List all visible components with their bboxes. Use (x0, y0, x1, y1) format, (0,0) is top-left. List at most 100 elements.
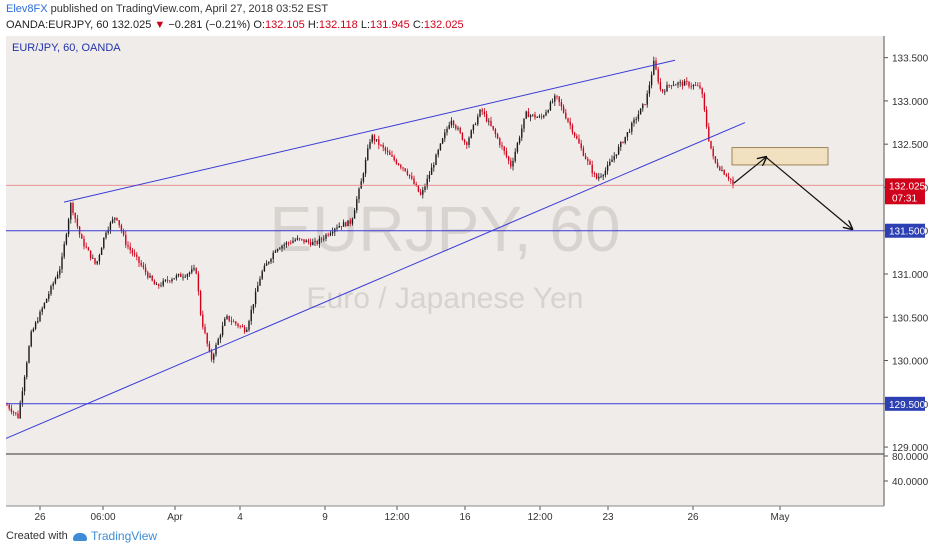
candle-body (688, 81, 690, 87)
price-axis[interactable]: 133.500133.000132.500132.000131.500131.0… (884, 54, 929, 488)
candle-body (730, 178, 732, 180)
symbol-label: OANDA:EURJPY, 60 (6, 19, 109, 31)
close-value: 132.025 (423, 19, 464, 31)
indicator-pane[interactable] (6, 454, 884, 506)
candle-body (92, 258, 94, 259)
candle-body (151, 275, 153, 281)
created-with-text: Created with (6, 530, 68, 542)
candle-body (171, 279, 173, 282)
candle-body (74, 212, 76, 219)
candle-body (232, 321, 235, 323)
candle-body (114, 217, 116, 220)
candle-body (580, 143, 582, 149)
tradingview-logo[interactable]: TradingView (73, 529, 157, 543)
candle-body (620, 142, 622, 147)
candle-body (28, 346, 30, 363)
low-label: L: (360, 19, 371, 31)
candle-body (554, 95, 556, 102)
author-link[interactable]: Elev8FX (6, 3, 48, 15)
candle-body (270, 258, 272, 262)
candle-body (347, 220, 349, 227)
candle-body (237, 323, 239, 327)
candle-body (173, 278, 175, 280)
candle-body (380, 144, 382, 146)
candle-body (452, 120, 455, 126)
candle-body (479, 109, 481, 117)
candle-body (534, 114, 536, 118)
candle-body (72, 203, 74, 213)
candle-body (210, 351, 213, 360)
candle-body (166, 279, 169, 281)
candle-body (382, 144, 384, 148)
candle-body (666, 84, 668, 92)
candle-body (336, 227, 338, 229)
candle-body (248, 321, 250, 330)
candle-body (67, 219, 70, 235)
candle-body (595, 173, 598, 179)
candle-body (483, 111, 486, 115)
candle-body (228, 315, 230, 321)
time-tick-label: 9 (322, 512, 328, 523)
candle-body (650, 74, 653, 86)
candle-body (37, 321, 39, 323)
candle-body (415, 183, 417, 186)
lower-trendline (5, 122, 746, 439)
candle-body (316, 241, 318, 245)
time-tick-label: 16 (459, 512, 471, 523)
high-label: H: (307, 19, 319, 31)
candle-body (182, 276, 184, 278)
candle-body (204, 326, 206, 334)
candle-body (477, 116, 479, 125)
open-label: O: (253, 19, 265, 31)
candle-body (450, 120, 453, 125)
close-label: C: (412, 19, 424, 31)
candle-body (657, 69, 659, 82)
candle-body (507, 156, 510, 161)
candle-body (547, 110, 549, 113)
candle-body (584, 155, 587, 160)
candle-body (692, 85, 695, 87)
candle-body (285, 242, 288, 245)
price-chart[interactable]: EURJPY, 60 Euro / Japanese Yen EUR/JPY, … (0, 36, 932, 524)
candle-body (609, 161, 611, 166)
open-value: 132.105 (265, 19, 305, 31)
time-tick-label: 12:00 (384, 512, 409, 523)
candle-body (98, 254, 101, 262)
candle-body (529, 115, 532, 118)
candle-body (712, 148, 714, 157)
candle-body (488, 120, 490, 122)
price-tick-label: 130.000 (892, 357, 929, 368)
candle-body (567, 118, 569, 122)
candle-body (703, 93, 706, 110)
candle-body (635, 119, 637, 120)
candle-body (202, 314, 204, 327)
candle-body (81, 234, 83, 239)
candle-body (562, 106, 565, 113)
candle-body (325, 234, 327, 239)
candle-body (395, 160, 398, 164)
time-axis[interactable]: 26 06:00 Apr 4 9 12:00 16 12:00 23 26 May (34, 506, 789, 523)
candle-body (296, 238, 299, 240)
candle-body (246, 329, 248, 332)
candle-body (327, 234, 329, 236)
candle-body (21, 391, 24, 403)
candle-body (675, 84, 677, 86)
chart-header: Elev8FX published on TradingView.com, Ap… (0, 0, 932, 36)
candle-body (426, 178, 428, 187)
candle-body (668, 84, 670, 86)
candle-body (129, 246, 131, 250)
candle-body (646, 93, 648, 105)
candle-body (116, 217, 118, 221)
candle-body (140, 262, 142, 266)
candle-body (94, 258, 96, 264)
candle-body (446, 128, 448, 133)
indicator-tick-label: 80.0000 (892, 452, 929, 463)
candle-body (697, 85, 699, 87)
plot-area[interactable] (6, 36, 884, 454)
candle-body (699, 85, 701, 89)
candle-body (406, 171, 409, 175)
candle-body (136, 254, 138, 257)
candle-body (323, 238, 325, 240)
candle-body (457, 128, 459, 130)
candle-body (593, 173, 596, 174)
